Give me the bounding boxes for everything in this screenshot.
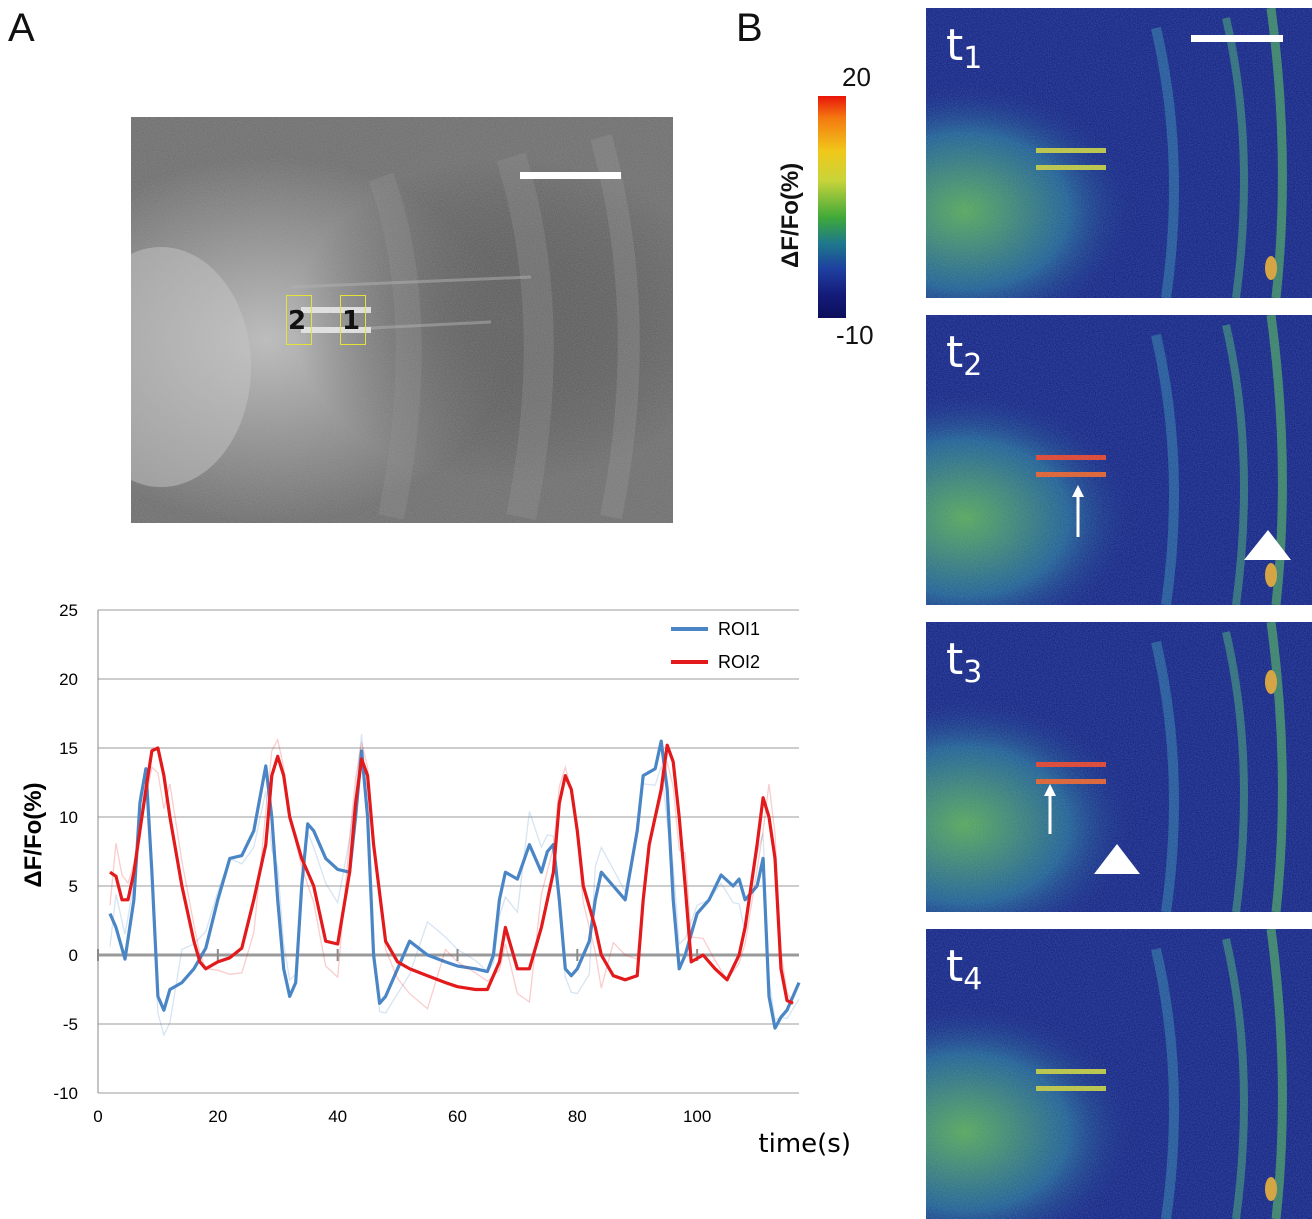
legend-label-roi1: ROI1: [718, 619, 760, 639]
timepoint-label: t2: [946, 327, 982, 383]
panel-label-a: A: [8, 6, 35, 51]
legend-label-roi2: ROI2: [718, 652, 760, 672]
y-tick-label: -10: [53, 1084, 78, 1103]
timepoint-index: 4: [963, 962, 982, 997]
x-tick-label: 100: [683, 1107, 711, 1126]
roi-label-2: 2: [288, 306, 306, 336]
x-tick-label: 40: [328, 1107, 347, 1126]
pseudocolor-image: [926, 622, 1312, 912]
x-tick-label: 60: [448, 1107, 467, 1126]
colorbar-label: ΔF/Fo(%): [777, 163, 805, 268]
roi-trace-chart: -10 -5 0 5 10 15 20 25 0 20 40 60 80 100 ROI1 ROI2 ΔF/…: [0, 590, 880, 1190]
x-tick-label: 0: [93, 1107, 102, 1126]
timepoint-letter: t: [946, 327, 963, 378]
x-tick-label: 80: [568, 1107, 587, 1126]
panel-label-b: B: [736, 6, 763, 51]
calcium-frame-t3: t3: [926, 622, 1312, 912]
raw-trace-roi1: [110, 734, 799, 1035]
timepoint-label: t1: [946, 20, 982, 76]
pseudocolor-image: [926, 8, 1312, 298]
y-tick-label: 0: [69, 946, 78, 965]
chart-legend: ROI1 ROI2: [671, 619, 760, 672]
timepoint-label: t3: [946, 634, 982, 690]
x-tick-label: 20: [208, 1107, 227, 1126]
calcium-frame-t4: t4: [926, 929, 1312, 1219]
y-tick-label: -5: [63, 1015, 78, 1034]
y-tick-label: 5: [69, 877, 78, 896]
raw-trace-roi2: [110, 740, 793, 1009]
chart-series: [110, 734, 799, 1035]
pseudocolor-image: [926, 929, 1312, 1219]
y-tick-label: 10: [59, 808, 78, 827]
y-tick-label: 15: [59, 739, 78, 758]
colorbar-min: -10: [836, 320, 874, 351]
timepoint-index: 2: [963, 348, 982, 383]
roi-label-1: 1: [342, 306, 360, 336]
micrograph-image: [131, 117, 673, 523]
y-tick-label: 25: [59, 601, 78, 620]
timepoint-letter: t: [946, 941, 963, 992]
timepoint-letter: t: [946, 20, 963, 71]
grayscale-micrograph: 2 1: [131, 117, 673, 523]
colorbar-max: 20: [842, 62, 871, 93]
scale-bar: [520, 172, 621, 179]
timepoint-index: 1: [963, 41, 982, 76]
timepoint-index: 3: [963, 655, 982, 690]
timepoint-letter: t: [946, 634, 963, 685]
x-axis-label: time(s): [758, 1129, 851, 1159]
pseudocolor-image: [926, 315, 1312, 605]
chart-grid: [98, 610, 799, 1093]
timepoint-label: t4: [946, 941, 982, 997]
y-axis-label: ΔF/Fo(%): [20, 782, 47, 887]
calcium-frame-t2: t2: [926, 315, 1312, 605]
colorbar: [818, 96, 846, 318]
scale-bar: [1191, 35, 1283, 42]
y-tick-label: 20: [59, 670, 78, 689]
calcium-frame-t1: t1: [926, 8, 1312, 298]
